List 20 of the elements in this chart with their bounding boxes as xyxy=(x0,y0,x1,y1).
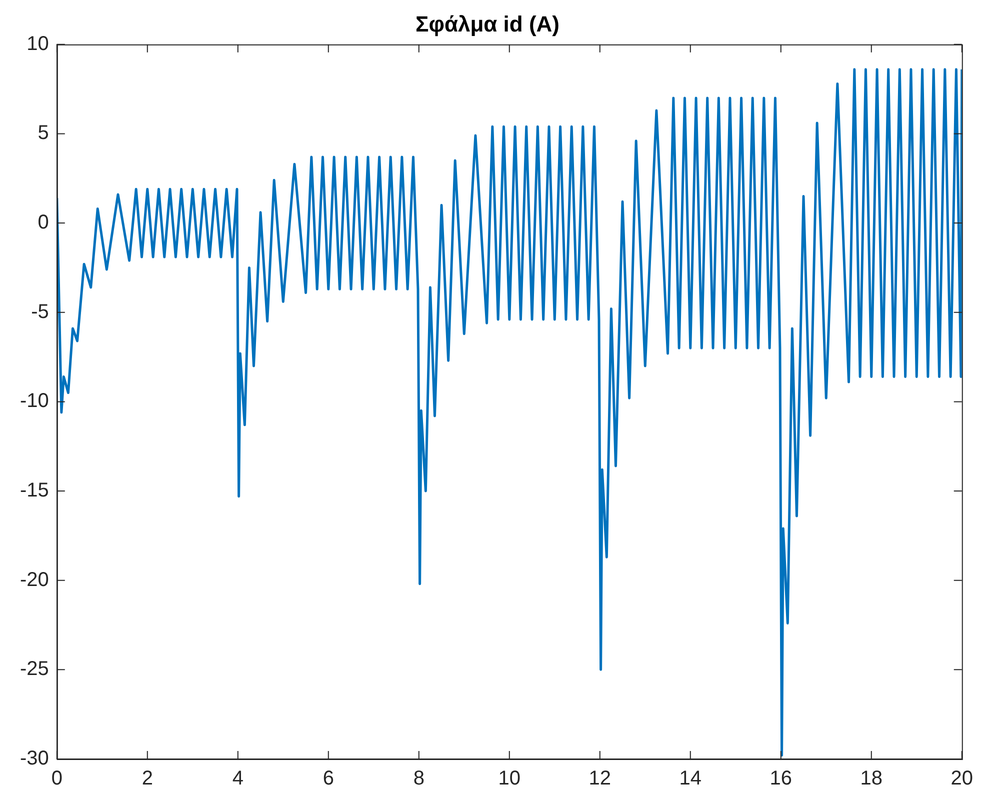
x-tick-label: 10 xyxy=(498,768,521,790)
y-tick-label: -5 xyxy=(31,300,49,323)
x-tick-label: 18 xyxy=(860,768,883,790)
y-tick-label: 10 xyxy=(26,32,49,55)
y-tick-label: -10 xyxy=(20,390,49,412)
x-tick-label: 20 xyxy=(950,768,973,790)
y-tick-label: -15 xyxy=(20,480,49,502)
chart-title: Σφάλμα id (A) xyxy=(416,11,560,36)
y-tick-label: 0 xyxy=(38,212,49,234)
y-tick-label: 5 xyxy=(38,122,49,144)
x-tick-label: 16 xyxy=(770,768,792,790)
x-tick-label: 8 xyxy=(413,768,424,790)
y-tick-label: -20 xyxy=(20,568,49,591)
y-tick-label: -25 xyxy=(20,658,49,680)
x-tick-label: 6 xyxy=(322,768,334,790)
x-tick-label: 4 xyxy=(232,768,244,790)
x-tick-label: 14 xyxy=(679,768,702,790)
y-tick-label: -30 xyxy=(20,748,49,770)
x-tick-label: 12 xyxy=(588,768,612,790)
x-tick-label: 2 xyxy=(142,768,153,790)
